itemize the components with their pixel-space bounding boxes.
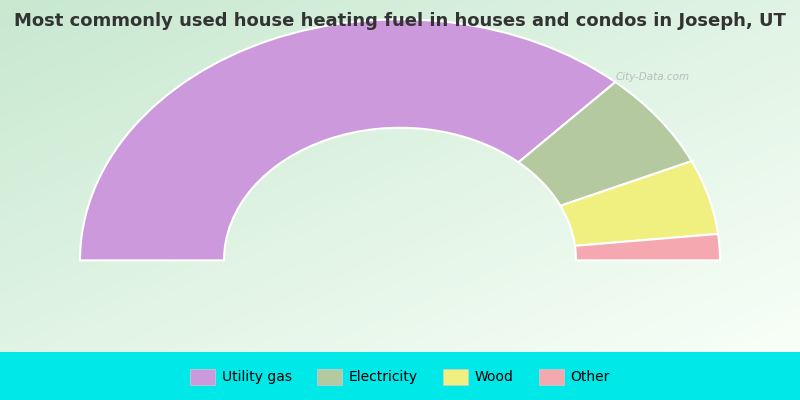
Wedge shape [518, 82, 692, 206]
Wedge shape [575, 234, 720, 260]
Legend: Utility gas, Electricity, Wood, Other: Utility gas, Electricity, Wood, Other [184, 363, 616, 390]
Wedge shape [80, 19, 615, 260]
Wedge shape [561, 161, 718, 246]
Text: City-Data.com: City-Data.com [616, 72, 690, 82]
Text: Most commonly used house heating fuel in houses and condos in Joseph, UT: Most commonly used house heating fuel in… [14, 12, 786, 30]
